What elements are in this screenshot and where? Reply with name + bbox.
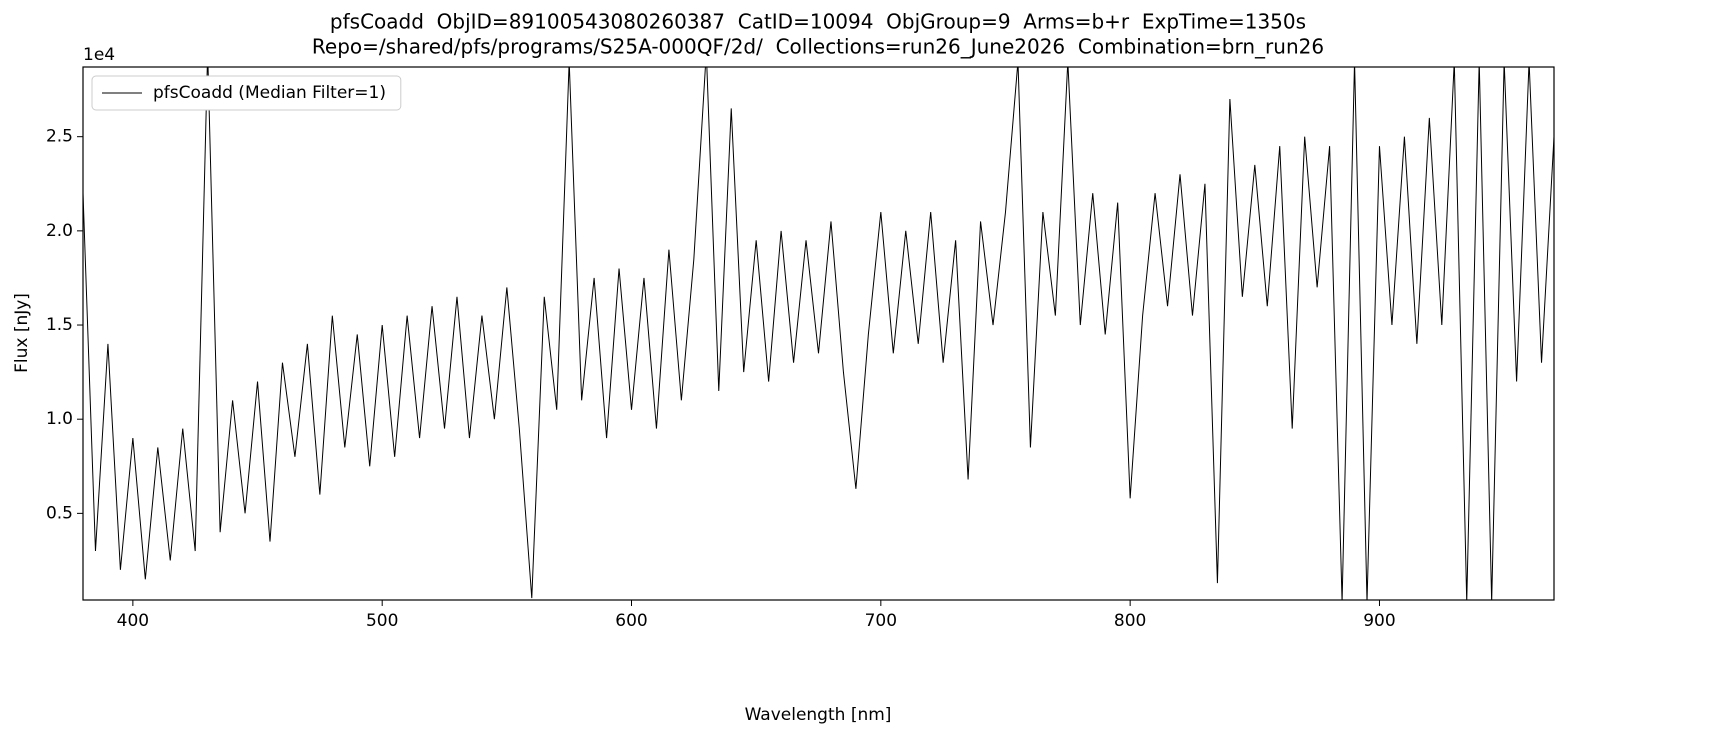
x-tick-label: 900	[1363, 611, 1395, 631]
x-tick-label: 800	[1114, 611, 1146, 631]
x-axis-label: Wavelength [nm]	[745, 705, 892, 725]
y-tick-label: 2.5	[46, 127, 73, 147]
y-tick-label: 2.0	[46, 221, 73, 241]
spectrum-line	[83, 67, 1554, 600]
y-tick-label: 0.5	[46, 503, 73, 523]
chart-title: pfsCoadd ObjID=89100543080260387 CatID=1…	[330, 10, 1306, 34]
x-tick-label: 700	[865, 611, 897, 631]
legend-label: pfsCoadd (Median Filter=1)	[153, 83, 386, 103]
x-tick-label: 600	[615, 611, 647, 631]
legend-box	[91, 75, 402, 111]
plot-frame	[82, 66, 1555, 601]
y-offset-label: 1e4	[83, 45, 115, 65]
y-tick-label: 1.5	[46, 315, 73, 335]
x-tick-label: 400	[117, 611, 149, 631]
y-tick-label: 1.0	[46, 409, 73, 429]
chart-subtitle: Repo=/shared/pfs/programs/S25A-000QF/2d/…	[312, 35, 1324, 59]
x-tick-label: 500	[366, 611, 398, 631]
y-axis-label: Flux [nJy]	[12, 293, 32, 373]
